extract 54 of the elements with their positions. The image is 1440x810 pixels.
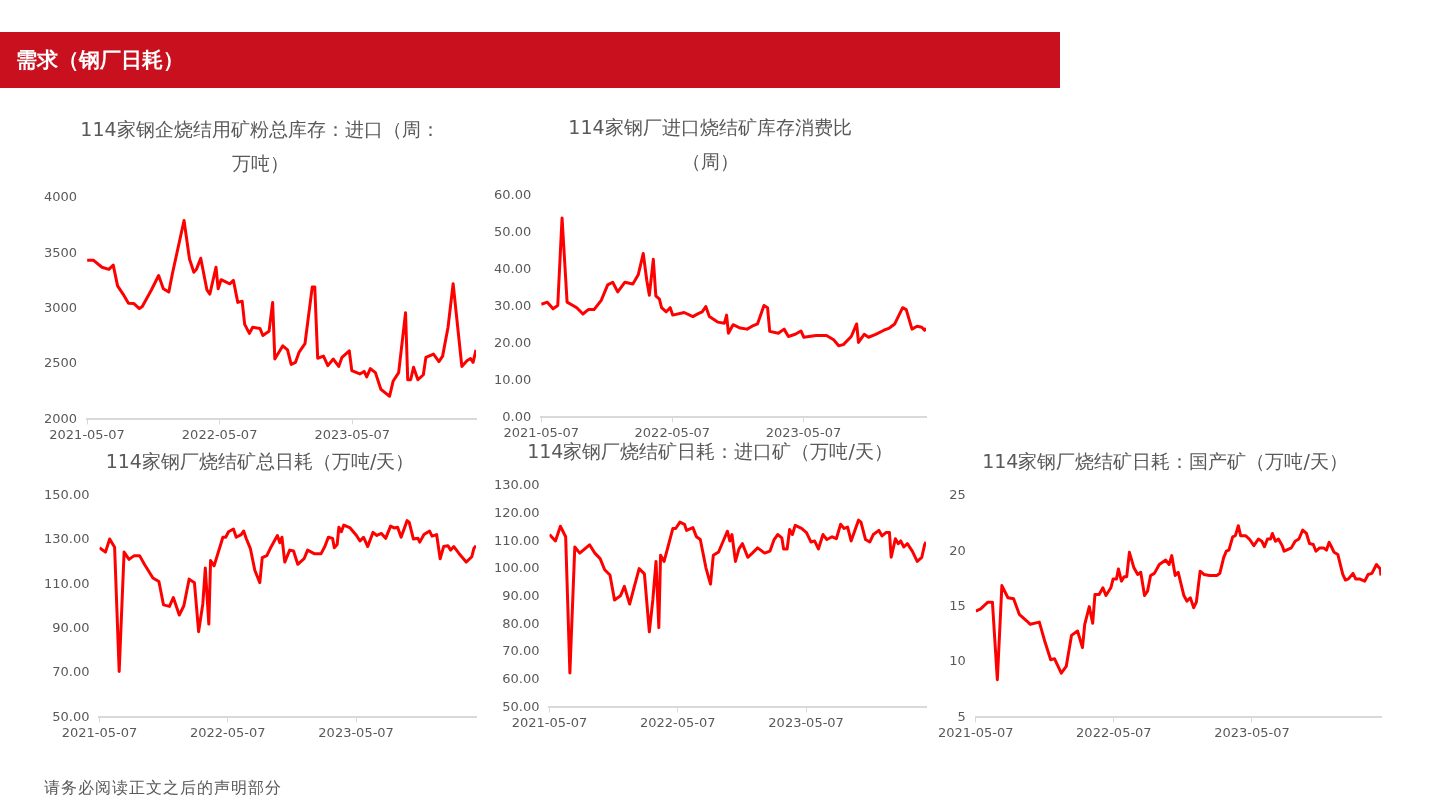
y-tick-label: 5	[957, 708, 966, 724]
text: 请务必阅读正文之后的声明部分	[44, 778, 282, 799]
y-tick-label: 0.00	[502, 408, 532, 424]
y-tick-label: 25	[949, 487, 966, 503]
y-tick-label: 90.00	[52, 620, 90, 636]
x-tick-label: 2023-05-07	[768, 714, 844, 730]
y-tick-label: 130.00	[493, 477, 540, 493]
x-tick-label: 2022-05-07	[634, 424, 711, 440]
y-tick-label: 2000	[43, 410, 78, 426]
x-tick-label: 2021-05-07	[937, 724, 1014, 740]
x-tick-label: 2022-05-07	[190, 724, 266, 740]
y-tick-label: 2500	[43, 355, 78, 371]
y-tick-label: 80.00	[502, 615, 540, 631]
x-tick-label: 2021-05-07	[49, 426, 125, 442]
y-tick-label: 120.00	[493, 504, 540, 520]
x-tick-label: 2022-05-07	[640, 714, 716, 730]
y-tick-label: 70.00	[502, 643, 540, 659]
y-tick-label: 60.00	[494, 187, 532, 203]
chart-title: 114家钢厂烧结矿日耗：国产矿（万吨/天）	[981, 449, 1349, 474]
chart-title: 114家钢厂进口烧结矿库存消费比（周）	[567, 115, 853, 174]
y-tick-label: 60.00	[502, 671, 540, 687]
y-tick-label: 100.00	[493, 560, 540, 576]
y-tick-label: 150.00	[43, 487, 90, 503]
x-tick-label: 2022-05-07	[1076, 724, 1152, 740]
y-tick-label: 30.00	[494, 297, 532, 313]
y-tick-label: 110.00	[493, 532, 540, 548]
chart-title: 114家钢企烧结用矿粉总库存：进口（周：万吨）	[80, 117, 440, 176]
x-tick-label: 2021-05-07	[61, 724, 138, 740]
y-tick-label: 3000	[43, 299, 78, 315]
y-tick-label: 90.00	[502, 587, 540, 603]
x-tick-label: 2023-05-07	[1214, 724, 1290, 740]
chart-title: 114家钢厂烧结矿日耗：进口矿（万吨/天）	[527, 440, 893, 462]
y-tick-label: 15	[949, 597, 966, 613]
y-tick-label: 50.00	[52, 708, 90, 724]
y-tick-label: 10.00	[494, 371, 532, 387]
x-tick-label: 2021-05-07	[511, 714, 588, 730]
y-tick-label: 40.00	[494, 261, 532, 277]
x-tick-label: 2023-05-07	[314, 426, 390, 442]
y-tick-label: 130.00	[43, 531, 90, 547]
x-tick-label: 2022-05-07	[181, 426, 258, 442]
y-tick-label: 20.00	[494, 334, 532, 350]
y-tick-label: 20	[949, 542, 966, 558]
y-tick-label: 4000	[43, 189, 78, 205]
text: 需求（钢厂日耗）	[0, 32, 1060, 88]
y-tick-label: 50.00	[494, 224, 532, 240]
x-tick-label: 2023-05-07	[765, 424, 842, 440]
y-tick-label: 50.00	[502, 698, 540, 714]
x-tick-label: 2023-05-07	[318, 724, 394, 740]
chart-title: 114家钢厂烧结矿总日耗（万吨/天）	[104, 449, 416, 474]
y-tick-label: 10	[949, 653, 966, 669]
y-tick-label: 70.00	[52, 664, 90, 680]
x-tick-label: 2021-05-07	[503, 424, 579, 440]
y-tick-label: 110.00	[43, 575, 90, 591]
y-tick-label: 3500	[43, 244, 78, 260]
